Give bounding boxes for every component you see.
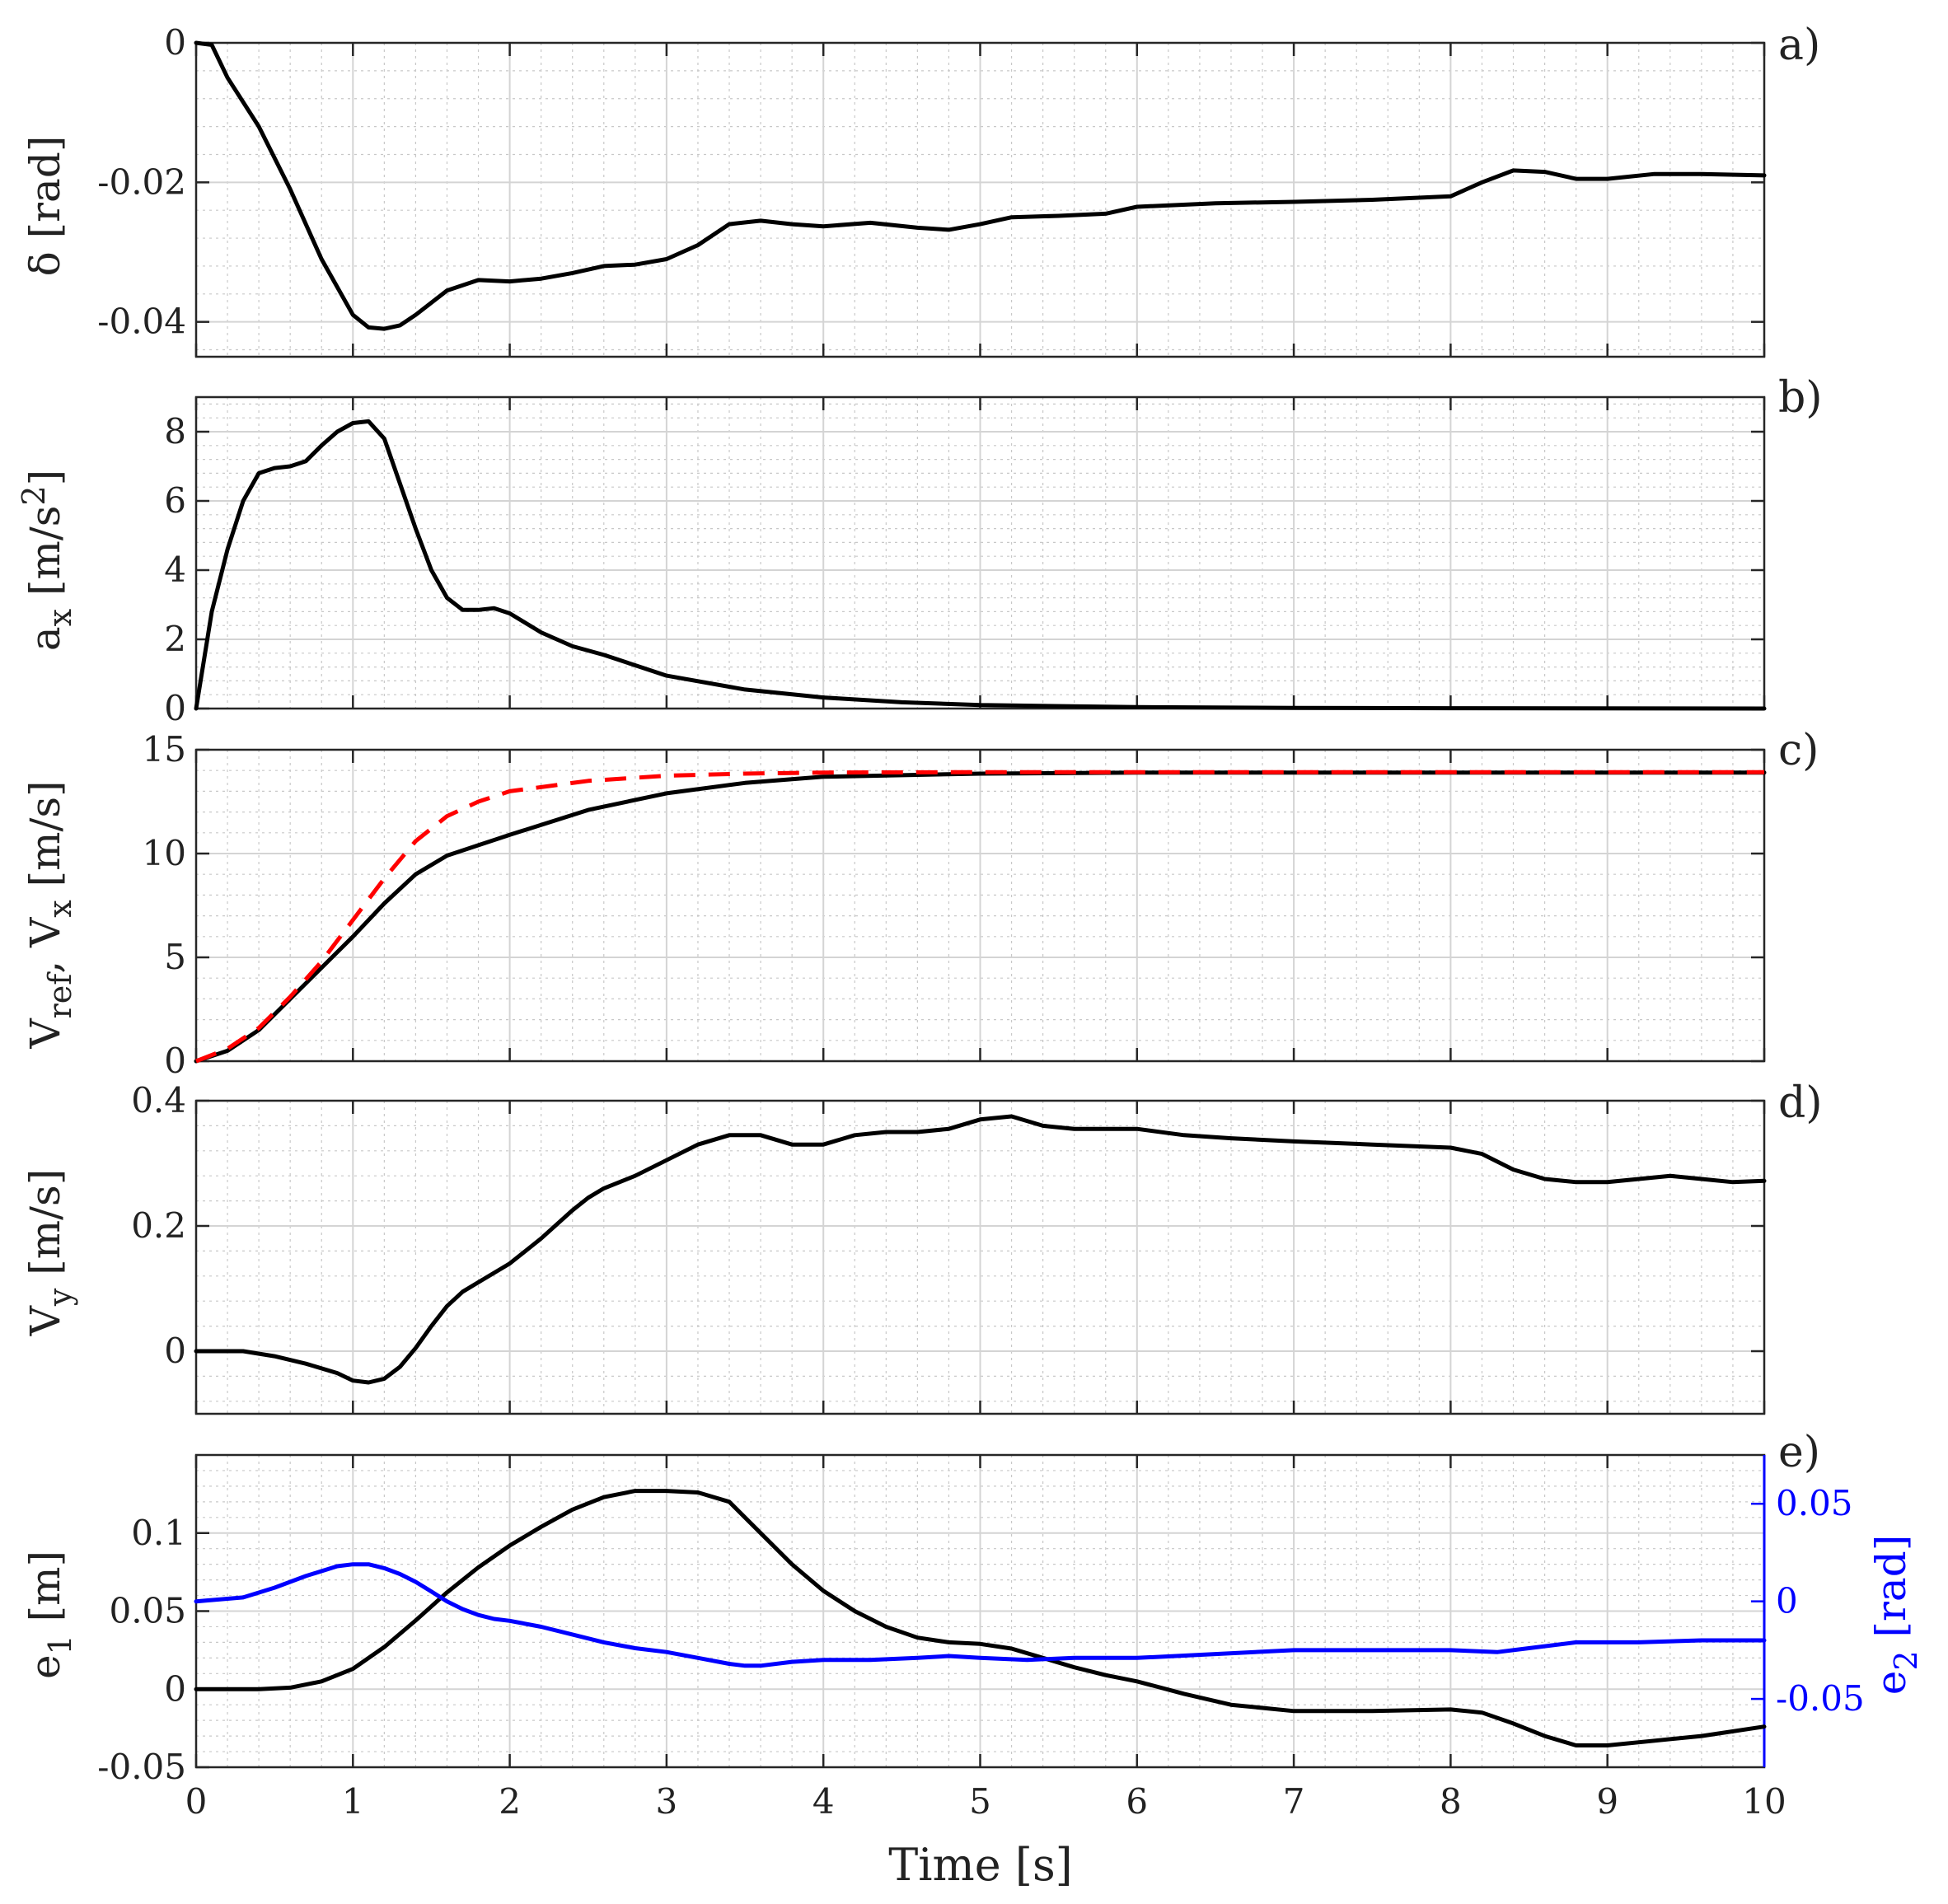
- ylabel-c-end: [m/s]: [21, 781, 69, 901]
- panel-label-e: e): [1778, 1428, 1820, 1477]
- x-tick-label: 10: [1742, 1781, 1786, 1822]
- ylabel-b-end: ]: [21, 470, 69, 486]
- panel-b: 0 2 4 6 8: [164, 395, 1767, 728]
- series-a-x-line: [194, 419, 1767, 711]
- y-tick-label: 0: [164, 688, 186, 728]
- y-tick-label: 4: [164, 550, 186, 590]
- ylabel-e: e1 [m]: [21, 1551, 78, 1679]
- y-tick-label: 0.05: [109, 1591, 186, 1631]
- y-tick-label: 6: [164, 480, 186, 521]
- y2-tick-label: -0.05: [1776, 1678, 1865, 1719]
- series-e-2-line: [194, 1562, 1767, 1668]
- x-tick-label: 4: [812, 1781, 835, 1822]
- grid-a: [195, 42, 1765, 357]
- ylabel-c: Vref, Vx [m/s]: [21, 781, 78, 1050]
- ylabel-b-rest: [m/s: [21, 506, 69, 609]
- ylabel-d-sub: y: [42, 1288, 78, 1307]
- y-tick-label: -0.05: [97, 1747, 186, 1787]
- ylabel-c-rest: , V: [21, 917, 69, 974]
- y2label-e-main: e: [1867, 1671, 1915, 1696]
- ylabel-b: ax [m/s2]: [16, 470, 78, 651]
- y-tick-label: -0.04: [97, 302, 186, 342]
- grid-e: [195, 1454, 1765, 1768]
- panel-label-c: c): [1778, 726, 1819, 775]
- ylabel-b-sub: x: [42, 609, 78, 626]
- series-e-1-line: [194, 1489, 1767, 1747]
- y2label-e-sub: 2: [1888, 1650, 1924, 1670]
- ylabel-a: δ [rad]: [21, 136, 69, 277]
- ylabel-d-end: [m/s]: [21, 1169, 69, 1289]
- y2-tick-label: 0.05: [1776, 1483, 1853, 1523]
- y-tick-label: 0: [164, 1331, 186, 1371]
- ylabel-c-sub2: x: [42, 900, 78, 917]
- x-tick-label: 2: [499, 1781, 521, 1822]
- series---line: [194, 40, 1767, 331]
- y-tick-label: 15: [143, 729, 186, 770]
- y-tick-label: 0: [164, 22, 186, 63]
- ylabel-c-sub: ref: [42, 971, 78, 1019]
- panel-e: -0.05 0 0.05 0.1 -0.05 0 0.05: [97, 1453, 1865, 1787]
- panel-label-b: b): [1778, 373, 1823, 423]
- ylabel-d: Vy [m/s]: [21, 1169, 78, 1336]
- panel-label-d: d): [1778, 1078, 1823, 1128]
- x-tick-label: 8: [1440, 1781, 1462, 1822]
- panel-c: 0 5 10 15: [143, 729, 1767, 1081]
- x-tick-label: 3: [656, 1781, 678, 1822]
- y-tick-label: -0.02: [97, 161, 186, 202]
- series-v-ref-line: [195, 770, 1764, 1064]
- y-tick-label: 0.1: [131, 1513, 186, 1553]
- y-tick-label: 0: [164, 1041, 186, 1081]
- ylabel-c-main: V: [21, 1018, 69, 1050]
- ylabel-b-main: a: [21, 626, 69, 651]
- y2-tick-label: 0: [1776, 1581, 1798, 1621]
- x-tick-label: 9: [1596, 1781, 1618, 1822]
- y2label-e: e2 [rad]: [1867, 1535, 1924, 1695]
- ylabel-e-end: [m]: [21, 1551, 69, 1635]
- y-tick-label: 10: [143, 833, 186, 873]
- panel-a: -0.04 -0.02 0: [97, 22, 1767, 358]
- y-tick-label: 0: [164, 1668, 186, 1709]
- series-v-y-line: [194, 1114, 1767, 1385]
- ylabel-b-sup: 2: [16, 485, 52, 505]
- x-tick-label: 5: [969, 1781, 991, 1822]
- y-tick-label: 0.2: [131, 1205, 186, 1246]
- x-tick-label: 1: [342, 1781, 364, 1822]
- panel-label-a: a): [1778, 21, 1820, 70]
- ylabel-e-main: e: [21, 1654, 69, 1679]
- xlabel: Time [s]: [888, 1839, 1072, 1891]
- y-tick-label: 8: [164, 411, 186, 451]
- x-tick-label: 7: [1283, 1781, 1305, 1822]
- ylabel-d-main: V: [21, 1305, 69, 1336]
- y2label-e-end: [rad]: [1867, 1535, 1915, 1651]
- panel-d: 0 0.2 0.4: [131, 1080, 1767, 1415]
- grid-b: [195, 397, 1765, 709]
- grid-c: [195, 749, 1765, 1062]
- plot-area: -0.04-0.0200246805101500.20.4-0.0500.050…: [97, 22, 1864, 1822]
- ylabel-e-sub: 1: [42, 1635, 78, 1654]
- y-tick-label: 0.4: [131, 1080, 186, 1120]
- grid-d: [195, 1100, 1765, 1414]
- y-tick-label: 5: [164, 937, 186, 977]
- y-tick-label: 2: [164, 619, 186, 659]
- x-tick-label: 0: [185, 1781, 208, 1822]
- x-tick-label: 6: [1126, 1781, 1148, 1822]
